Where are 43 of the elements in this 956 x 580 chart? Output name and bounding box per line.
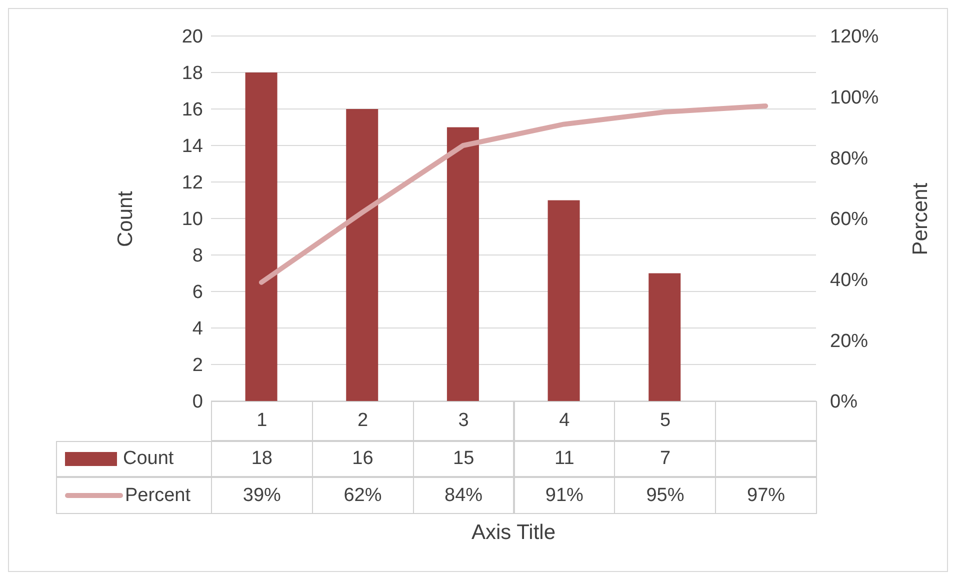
data-label: 11 xyxy=(514,441,616,477)
legend-label: Count xyxy=(123,448,174,470)
y2-tick-label: 0% xyxy=(830,392,858,413)
data-label: 95% xyxy=(614,477,716,514)
y2-axis-title: Percent xyxy=(909,182,933,255)
legend-label: Percent xyxy=(125,484,190,506)
data-label: 91% xyxy=(514,477,616,514)
x-tick-label: 4 xyxy=(514,401,616,441)
y-tick-label: 14 xyxy=(182,136,204,158)
bar xyxy=(245,72,278,401)
x-tick-label: 1 xyxy=(211,401,313,441)
x-tick-label: 2 xyxy=(312,401,414,441)
y-axis-title: Count xyxy=(114,190,138,247)
y2-tick-label: 80% xyxy=(830,148,868,170)
data-label: 97% xyxy=(715,477,817,514)
data-label: 7 xyxy=(614,441,716,477)
x-tick-label: 3 xyxy=(412,401,514,441)
bar xyxy=(446,127,479,401)
x-tick-label: 5 xyxy=(614,401,716,441)
data-label: 84% xyxy=(412,477,514,514)
data-label: 39% xyxy=(211,477,313,514)
y2-tick-label: 20% xyxy=(830,330,868,352)
y-tick-label: 18 xyxy=(182,63,203,84)
bar xyxy=(548,200,580,401)
y-tick-label: 10 xyxy=(182,209,203,230)
bar xyxy=(648,273,681,401)
y-tick-label: 8 xyxy=(192,246,203,267)
data-label: 62% xyxy=(312,477,414,514)
y-tick-label: 6 xyxy=(192,282,203,304)
y-tick-label: 0 xyxy=(192,392,203,413)
y-tick-label: 12 xyxy=(182,172,203,194)
y-tick-label: 16 xyxy=(182,100,203,121)
y-tick-label: 2 xyxy=(192,355,203,376)
y-tick-label: 20 xyxy=(182,26,203,48)
y2-tick-label: 60% xyxy=(830,209,868,230)
y-tick-label: 4 xyxy=(192,318,204,340)
data-label: 15 xyxy=(412,441,514,477)
data-label: 16 xyxy=(312,441,414,477)
y2-tick-label: 100% xyxy=(830,88,879,109)
y2-tick-label: 120% xyxy=(830,26,879,48)
y2-tick-label: 40% xyxy=(830,270,868,292)
x-axis-title: Axis Title xyxy=(470,521,557,545)
bar xyxy=(346,109,378,401)
